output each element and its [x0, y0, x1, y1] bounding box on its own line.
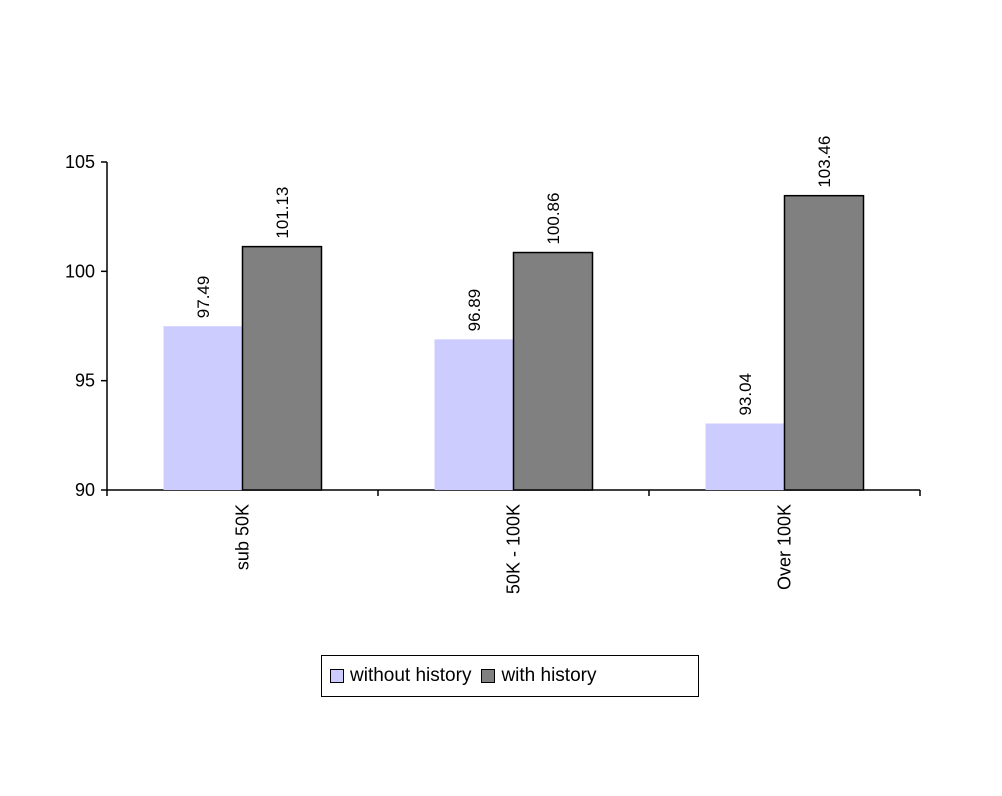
y-tick-label: 105 — [65, 152, 95, 172]
bar-with-history — [512, 251, 594, 491]
data-label: 93.04 — [736, 373, 755, 416]
legend: without history with history — [321, 655, 699, 697]
bar-with-history — [241, 245, 323, 491]
y-tick-label: 100 — [65, 261, 95, 281]
legend-swatch-without-history — [330, 669, 344, 683]
legend-item-without-history: without history — [330, 665, 471, 687]
plot-area: 90 95 100 105 97.49 96.89 93.04 101.13 100.86 103… — [65, 136, 921, 594]
bar-without-history — [434, 339, 514, 490]
bar-without-history — [163, 326, 243, 490]
x-category-label: 50K - 100K — [504, 504, 524, 594]
bar-without-history — [705, 423, 785, 490]
legend-label-without-history: without history — [350, 665, 472, 686]
data-label: 100.86 — [544, 193, 563, 245]
y-tick-label: 90 — [75, 480, 95, 500]
data-label: 101.13 — [273, 187, 292, 239]
data-label: 96.89 — [465, 289, 484, 332]
bar-with-history — [783, 194, 865, 491]
data-label: 97.49 — [194, 276, 213, 319]
x-category-label: sub 50K — [233, 504, 253, 570]
data-label: 103.46 — [815, 136, 834, 188]
y-tick-label: 95 — [75, 371, 95, 391]
x-category-label: Over 100K — [775, 504, 795, 590]
legend-item-with-history: with history — [481, 665, 596, 687]
legend-label-with-history: with history — [501, 665, 597, 686]
legend-swatch-with-history — [481, 669, 496, 683]
